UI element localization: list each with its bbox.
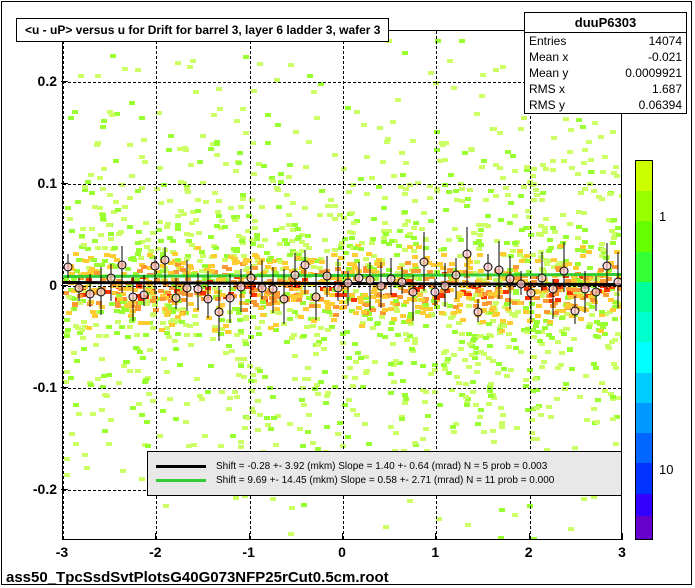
profile-marker xyxy=(602,261,611,270)
profile-marker xyxy=(75,284,84,293)
profile-marker xyxy=(387,275,396,284)
profile-marker xyxy=(452,270,461,279)
y-tick-label: -0.2 xyxy=(7,481,57,497)
profile-marker xyxy=(549,285,558,294)
profile-marker xyxy=(236,282,245,291)
colorbar-segment xyxy=(636,373,652,403)
profile-marker xyxy=(473,307,482,316)
colorbar-label: 10 xyxy=(659,462,673,477)
profile-marker xyxy=(204,294,213,303)
x-tick-label: -2 xyxy=(149,544,161,560)
stats-rows: Entries14074Mean x-0.021Mean y0.0009921R… xyxy=(525,33,686,113)
profile-marker xyxy=(301,261,310,270)
profile-marker xyxy=(613,278,622,287)
profile-marker xyxy=(139,290,148,299)
profile-marker xyxy=(592,287,601,296)
colorbar-segment xyxy=(636,191,652,221)
profile-marker xyxy=(269,285,278,294)
profile-marker xyxy=(215,307,224,316)
y-tick-label: -0.1 xyxy=(7,379,57,395)
profile-marker xyxy=(419,257,428,266)
profile-marker xyxy=(150,262,159,271)
profile-marker xyxy=(290,271,299,280)
colorbar-segment xyxy=(636,161,652,191)
profile-marker xyxy=(365,276,374,285)
stats-row: RMS x1.687 xyxy=(525,81,686,97)
profile-marker xyxy=(258,283,267,292)
profile-marker xyxy=(312,293,321,302)
stats-row: Mean y0.0009921 xyxy=(525,65,686,81)
profile-marker xyxy=(333,284,342,293)
stats-row: Mean x-0.021 xyxy=(525,49,686,65)
colorbar-segment xyxy=(636,342,652,372)
profile-marker xyxy=(538,274,547,283)
colorbar-segment xyxy=(636,494,652,517)
fit-legend: Shift = -0.28 +- 3.92 (mkm) Slope = 1.40… xyxy=(147,451,622,496)
profile-marker xyxy=(322,272,331,281)
colorbar-label: 1 xyxy=(659,209,666,224)
colorbar-segment xyxy=(636,463,652,493)
colorbar-segment xyxy=(636,282,652,312)
profile-marker xyxy=(570,306,579,315)
profile-marker xyxy=(247,274,256,283)
stats-title: duuP6303 xyxy=(525,13,686,33)
profile-marker xyxy=(107,274,116,283)
colorbar xyxy=(635,160,653,540)
profile-marker xyxy=(172,293,181,302)
profile-marker xyxy=(441,281,450,290)
profile-marker xyxy=(409,287,418,296)
profile-marker xyxy=(182,283,191,292)
y-tick-label: 0.2 xyxy=(7,73,57,89)
stats-row: Entries14074 xyxy=(525,33,686,49)
fit-swatch xyxy=(156,479,206,482)
profile-marker xyxy=(559,267,568,276)
colorbar-segment xyxy=(636,312,652,342)
fit-legend-row: Shift = 9.69 +- 14.45 (mkm) Slope = 0.58… xyxy=(152,475,622,486)
profile-marker xyxy=(505,275,514,284)
profile-marker xyxy=(430,288,439,297)
x-tick-label: -1 xyxy=(242,544,254,560)
profile-marker xyxy=(225,293,234,302)
profile-marker xyxy=(398,277,407,286)
x-tick-label: 3 xyxy=(618,544,626,560)
x-tick-label: 2 xyxy=(525,544,533,560)
colorbar-segment xyxy=(636,252,652,282)
fit-swatch xyxy=(156,465,206,468)
profile-marker xyxy=(85,289,94,298)
profile-marker xyxy=(161,256,170,265)
gridline-h xyxy=(63,388,621,389)
profile-marker xyxy=(118,260,127,269)
x-tick-label: 1 xyxy=(431,544,439,560)
profile-marker xyxy=(96,287,105,296)
fit-legend-text: Shift = -0.28 +- 3.92 (mkm) Slope = 1.40… xyxy=(216,461,547,472)
fit-legend-row: Shift = -0.28 +- 3.92 (mkm) Slope = 1.40… xyxy=(152,461,622,472)
profile-marker xyxy=(64,262,73,271)
profile-marker xyxy=(376,282,385,291)
profile-marker xyxy=(129,293,138,302)
plot-title: <u - uP> versus u for Drift for barrel 3… xyxy=(16,18,389,42)
y-tick-label: 0.1 xyxy=(7,175,57,191)
profile-marker xyxy=(193,285,202,294)
profile-marker xyxy=(527,289,536,298)
colorbar-segment xyxy=(636,433,652,463)
profile-marker xyxy=(279,294,288,303)
gridline-h xyxy=(63,184,621,185)
x-tick-label: 0 xyxy=(338,544,346,560)
stats-row: RMS y0.06394 xyxy=(525,97,686,113)
colorbar-segment xyxy=(636,403,652,433)
x-tick-label: -3 xyxy=(56,544,68,560)
profile-marker xyxy=(344,278,353,287)
footer-filename: ass50_TpcSsdSvtPlotsG40G073NFP25rCut0.5c… xyxy=(6,569,389,586)
fit-legend-text: Shift = 9.69 +- 14.45 (mkm) Slope = 0.58… xyxy=(216,475,554,486)
y-tick-label: 0 xyxy=(7,277,57,293)
profile-marker xyxy=(516,280,525,289)
profile-marker xyxy=(581,285,590,294)
profile-marker xyxy=(355,273,364,282)
profile-marker xyxy=(462,250,471,259)
stats-box: duuP6303 Entries14074Mean x-0.021Mean y0… xyxy=(524,12,687,114)
colorbar-segment xyxy=(636,221,652,251)
colorbar-segment xyxy=(636,516,652,539)
profile-marker xyxy=(484,262,493,271)
profile-marker xyxy=(495,266,504,275)
